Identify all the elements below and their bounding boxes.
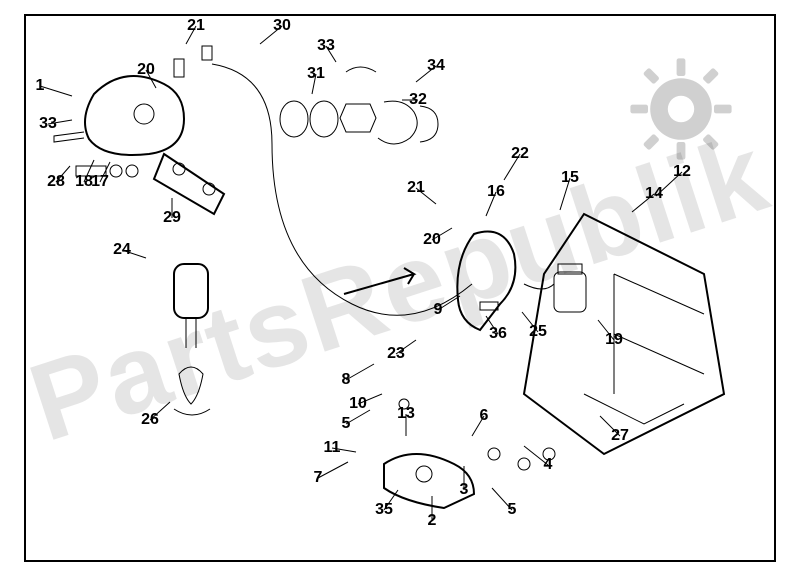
callout-33: 33: [39, 115, 57, 133]
callout-5: 5: [508, 501, 517, 519]
callout-33: 33: [317, 37, 335, 55]
callout-24: 24: [113, 241, 131, 259]
callout-30: 30: [273, 17, 291, 35]
callout-25: 25: [529, 323, 547, 341]
callout-35: 35: [375, 501, 393, 519]
callout-14: 14: [645, 185, 663, 203]
callout-3: 3: [460, 481, 469, 499]
callout-8: 8: [342, 371, 351, 389]
callout-21: 21: [187, 17, 205, 35]
callout-21: 21: [407, 179, 425, 197]
callout-7: 7: [314, 469, 323, 487]
callout-4: 4: [544, 456, 553, 474]
leader-lines: [24, 14, 776, 562]
callout-32: 32: [409, 91, 427, 109]
callout-5: 5: [342, 415, 351, 433]
callout-1: 1: [36, 77, 45, 95]
callout-2: 2: [428, 512, 437, 530]
callout-23: 23: [387, 345, 405, 363]
callout-10: 10: [349, 395, 367, 413]
callout-36: 36: [489, 325, 507, 343]
callout-19: 19: [605, 331, 623, 349]
callout-29: 29: [163, 209, 181, 227]
callout-6: 6: [480, 407, 489, 425]
callout-16: 16: [487, 183, 505, 201]
callout-13: 13: [397, 405, 415, 423]
callout-34: 34: [427, 57, 445, 75]
callout-17: 17: [91, 173, 109, 191]
callout-20: 20: [423, 231, 441, 249]
callout-27: 27: [611, 427, 629, 445]
callout-11: 11: [324, 439, 341, 457]
callout-28: 28: [47, 173, 65, 191]
callout-31: 31: [307, 65, 325, 83]
diagram-area: 1234556789101112131415161718192020212122…: [24, 14, 776, 562]
callout-18: 18: [75, 173, 93, 191]
callout-9: 9: [434, 301, 443, 319]
callout-26: 26: [141, 411, 159, 429]
callout-12: 12: [673, 163, 691, 181]
callout-20: 20: [137, 61, 155, 79]
callout-22: 22: [511, 145, 529, 163]
callout-15: 15: [561, 169, 579, 187]
